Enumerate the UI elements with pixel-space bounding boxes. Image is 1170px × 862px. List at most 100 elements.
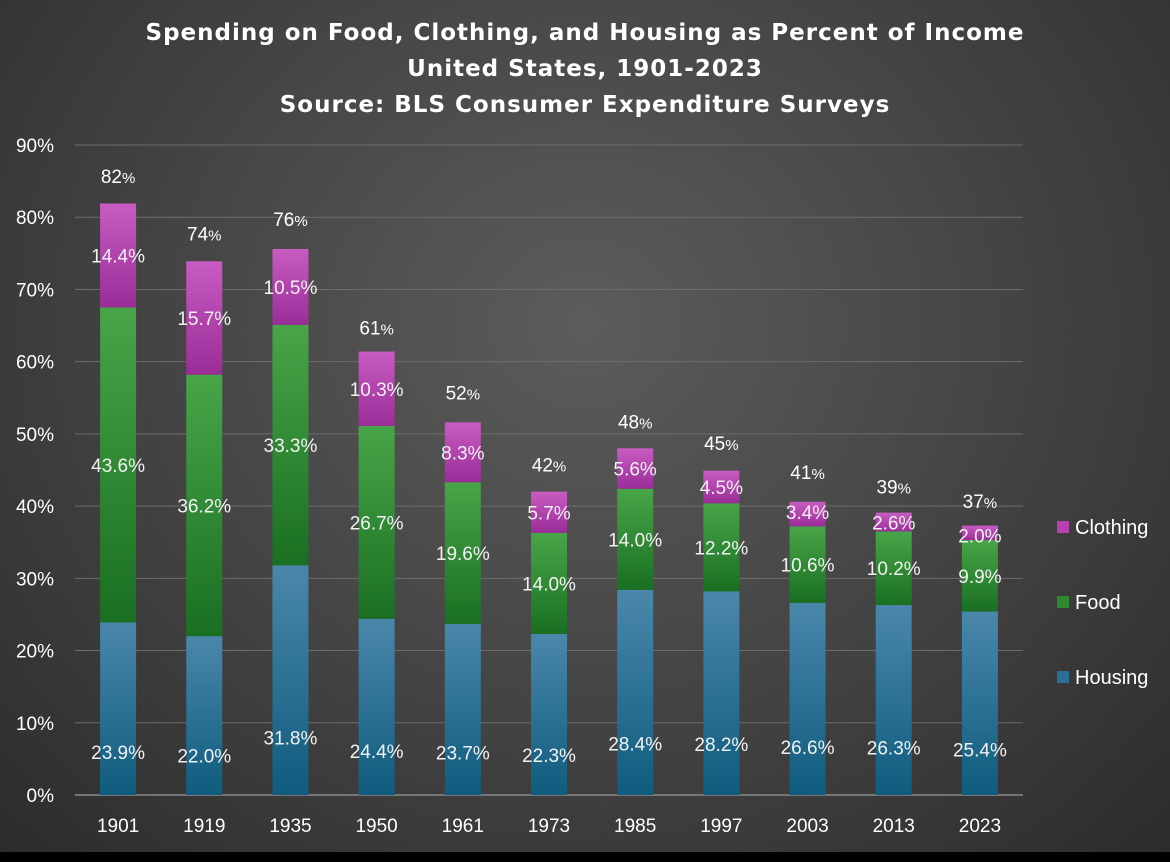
bar-housing [789,602,826,795]
x-tick-label: 1973 [528,816,570,837]
data-label-food: 14.0% [522,574,576,595]
data-label-food: 9.9% [958,567,1001,588]
data-label-housing: 26.6% [781,738,835,759]
data-label-housing: 22.0% [177,747,231,768]
bar-housing [531,633,567,795]
bar-food [531,532,567,634]
total-label: 45% [704,434,738,455]
y-tick-label: 40% [16,497,54,518]
bar-housing [100,622,137,795]
x-tick-label: 2003 [786,816,828,837]
x-tick-label: 1901 [97,816,139,837]
data-label-food: 26.7% [350,513,404,534]
total-label: 41% [790,463,824,484]
data-label-clothing: 14.4% [91,247,145,268]
total-label: 39% [876,477,910,498]
bar-housing [358,618,395,795]
bar-clothing [961,525,998,541]
y-tick-label: 60% [16,353,54,374]
bar-food [875,531,912,606]
total-value: 61 [359,318,380,339]
bar-clothing [444,422,481,483]
data-label-clothing: 2.0% [958,527,1001,548]
legend-label-food: Food [1075,592,1121,614]
x-tick-label: 1985 [614,816,656,837]
data-label-housing: 24.4% [350,742,404,763]
bar-housing [703,591,740,795]
total-value: 39 [876,477,897,498]
bar-clothing [100,203,137,308]
bar-food [272,324,309,566]
chart-title-line: United States, 1901-2023 [407,56,763,82]
data-label-clothing: 5.7% [527,503,570,524]
data-label-food: 10.6% [781,556,835,577]
data-label-housing: 23.9% [91,743,145,764]
total-label: 61% [359,318,393,339]
data-label-housing: 26.3% [867,739,921,760]
total-label: 48% [618,412,652,433]
data-label-clothing: 2.6% [872,514,915,535]
chart-title-line: Source: BLS Consumer Expenditure Surveys [280,92,891,118]
bar-food [703,503,740,592]
y-tick-label: 70% [16,280,54,301]
total-value: 74 [187,225,209,246]
total-unit: % [381,321,394,338]
total-unit: % [294,213,307,230]
data-label-housing: 28.2% [694,735,748,756]
total-value: 82 [101,167,122,188]
data-label-food: 36.2% [177,496,231,517]
y-tick-label: 90% [16,136,54,157]
data-label-clothing: 10.5% [264,278,318,299]
legend-label-clothing: Clothing [1075,517,1148,539]
legend-swatch-food [1057,596,1069,608]
total-unit: % [467,386,480,403]
total-value: 41 [790,463,811,484]
x-tick-label: 2023 [959,816,1001,837]
y-tick-label: 80% [16,208,54,229]
data-label-food: 33.3% [264,436,318,457]
x-tick-label: 1961 [442,816,484,837]
total-unit: % [725,437,738,454]
data-label-clothing: 10.3% [350,380,404,401]
bar-clothing [789,501,826,527]
data-label-housing: 23.7% [436,743,490,764]
total-value: 42 [532,456,553,477]
bar-food [186,374,223,637]
data-label-clothing: 8.3% [441,443,484,464]
total-value: 37 [963,492,984,513]
total-value: 45 [704,434,725,455]
x-tick-label: 1935 [269,816,311,837]
total-label: 37% [963,492,997,513]
legend-label-housing: Housing [1075,667,1148,689]
bar-clothing [186,261,223,375]
bar-housing [272,565,309,795]
bar-food [789,526,826,603]
data-label-food: 10.2% [867,559,921,580]
total-unit: % [811,466,824,483]
data-label-food: 12.2% [694,538,748,559]
y-tick-label: 0% [27,786,55,807]
data-label-clothing: 15.7% [177,309,231,330]
total-label: 76% [273,210,307,231]
data-label-housing: 22.3% [522,746,576,767]
total-label: 52% [446,383,480,404]
bar-clothing [531,491,567,533]
data-label-housing: 31.8% [264,728,318,749]
legend-swatch-housing [1057,671,1069,683]
bar-housing [617,589,654,795]
bar-clothing [272,249,309,325]
bar-food [961,540,998,612]
y-tick-label: 50% [16,425,54,446]
total-label: 82% [101,167,135,188]
x-tick-label: 1997 [700,816,742,837]
total-unit: % [639,415,652,432]
bar-food [100,307,137,623]
y-tick-label: 20% [16,642,54,663]
total-unit: % [122,170,135,187]
total-value: 76 [273,210,294,231]
x-tick-label: 1950 [355,816,397,837]
x-tick-label: 2013 [873,816,915,837]
data-label-clothing: 5.6% [614,460,657,481]
